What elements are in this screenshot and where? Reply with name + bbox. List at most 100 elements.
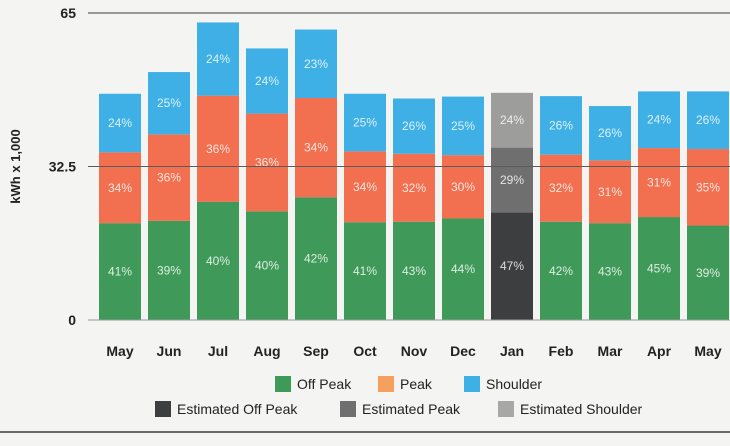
data-label: 32%	[549, 181, 573, 195]
data-label: 43%	[402, 264, 426, 278]
bar-off-peak-0	[99, 223, 141, 320]
bar-off-peak-11	[638, 217, 680, 320]
legend-label: Shoulder	[486, 376, 542, 392]
bar-shoulder-10	[589, 106, 631, 161]
bar-off-peak-3	[246, 211, 288, 320]
bar-off-peak-1	[148, 220, 190, 320]
x-tick-label: Apr	[647, 343, 672, 359]
bar-shoulder-3	[246, 48, 288, 114]
bar-off-peak-7	[442, 218, 484, 320]
x-tick-label: Oct	[353, 343, 377, 359]
bar-peak-2	[197, 95, 239, 202]
data-label: 40%	[255, 259, 279, 273]
bar-peak-6	[393, 153, 435, 222]
data-label: 42%	[304, 252, 328, 266]
data-label: 39%	[157, 263, 181, 277]
bar-shoulder-9	[540, 96, 582, 155]
data-label: 30%	[451, 180, 475, 194]
bar-peak-10	[589, 160, 631, 224]
data-label: 25%	[353, 116, 377, 130]
bar-peak-7	[442, 155, 484, 219]
bar-off-peak-5	[344, 222, 386, 320]
data-label: 36%	[206, 142, 230, 156]
data-label: 47%	[500, 259, 524, 273]
data-label: 26%	[402, 119, 426, 133]
bar-peak-0	[99, 152, 141, 224]
data-label: 41%	[353, 264, 377, 278]
legend-swatch	[275, 376, 291, 392]
y-tick-label: 65	[60, 5, 76, 21]
data-label: 24%	[206, 52, 230, 66]
data-label: 45%	[647, 262, 671, 276]
x-tick-label: Jan	[500, 343, 524, 359]
data-label: 39%	[696, 266, 720, 280]
bar-peak-9	[540, 154, 582, 222]
x-tick-label: Nov	[401, 343, 428, 359]
data-label: 25%	[451, 119, 475, 133]
x-tick-label: Mar	[598, 343, 623, 359]
legend-swatch	[464, 376, 480, 392]
legend-label: Off Peak	[297, 376, 352, 392]
x-tick-label: May	[106, 343, 133, 359]
data-label: 36%	[157, 171, 181, 185]
bar-shoulder-8	[491, 92, 533, 148]
bar-off-peak-8	[491, 212, 533, 320]
legend-label: Estimated Off Peak	[177, 401, 298, 417]
bar-shoulder-2	[197, 22, 239, 96]
x-tick-label: Sep	[303, 343, 329, 359]
legend-label: Estimated Peak	[362, 401, 461, 417]
bar-off-peak-9	[540, 221, 582, 320]
x-tick-label: May	[694, 343, 721, 359]
bar-shoulder-6	[393, 98, 435, 154]
bar-off-peak-2	[197, 201, 239, 320]
bar-peak-11	[638, 148, 680, 218]
bar-shoulder-1	[148, 72, 190, 135]
bar-shoulder-7	[442, 96, 484, 156]
bar-shoulder-4	[295, 29, 337, 99]
data-label: 43%	[598, 265, 622, 279]
x-tick-label: Aug	[253, 343, 280, 359]
legend-swatch	[155, 401, 171, 417]
legend-swatch	[498, 401, 514, 417]
bar-peak-4	[295, 98, 337, 198]
legend-label: Estimated Shoulder	[520, 401, 643, 417]
data-label: 24%	[500, 113, 524, 127]
x-tick-label: Feb	[549, 343, 574, 359]
data-label: 24%	[255, 74, 279, 88]
data-label: 36%	[255, 155, 279, 169]
y-axis-label: kWh x 1,000	[8, 129, 23, 203]
data-label: 29%	[500, 173, 524, 187]
data-label: 24%	[108, 116, 132, 130]
bar-peak-5	[344, 151, 386, 223]
data-label: 44%	[451, 262, 475, 276]
bar-peak-12	[687, 149, 729, 226]
legend-swatch	[340, 401, 356, 417]
data-label: 34%	[353, 180, 377, 194]
x-tick-label: Dec	[450, 343, 476, 359]
bar-shoulder-12	[687, 91, 729, 150]
data-label: 23%	[304, 57, 328, 71]
bar-shoulder-0	[99, 93, 141, 153]
bar-peak-3	[246, 113, 288, 212]
x-tick-label: Jul	[208, 343, 228, 359]
data-label: 40%	[206, 254, 230, 268]
bar-off-peak-6	[393, 221, 435, 320]
y-tick-label: 0	[68, 312, 76, 328]
data-label: 42%	[549, 264, 573, 278]
legend-label: Peak	[400, 376, 433, 392]
data-label: 35%	[696, 180, 720, 194]
data-label: 31%	[647, 176, 671, 190]
data-label: 31%	[598, 185, 622, 199]
data-label: 34%	[108, 181, 132, 195]
bar-peak-8	[491, 147, 533, 213]
bar-off-peak-4	[295, 197, 337, 320]
legend-swatch	[378, 376, 394, 392]
data-label: 34%	[304, 141, 328, 155]
bar-off-peak-12	[687, 225, 729, 320]
data-label: 24%	[647, 113, 671, 127]
data-label: 25%	[157, 96, 181, 110]
bar-shoulder-11	[638, 91, 680, 149]
bar-peak-1	[148, 134, 190, 221]
